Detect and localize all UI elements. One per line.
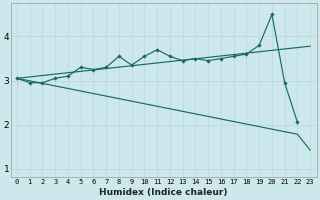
X-axis label: Humidex (Indice chaleur): Humidex (Indice chaleur) <box>99 188 228 197</box>
